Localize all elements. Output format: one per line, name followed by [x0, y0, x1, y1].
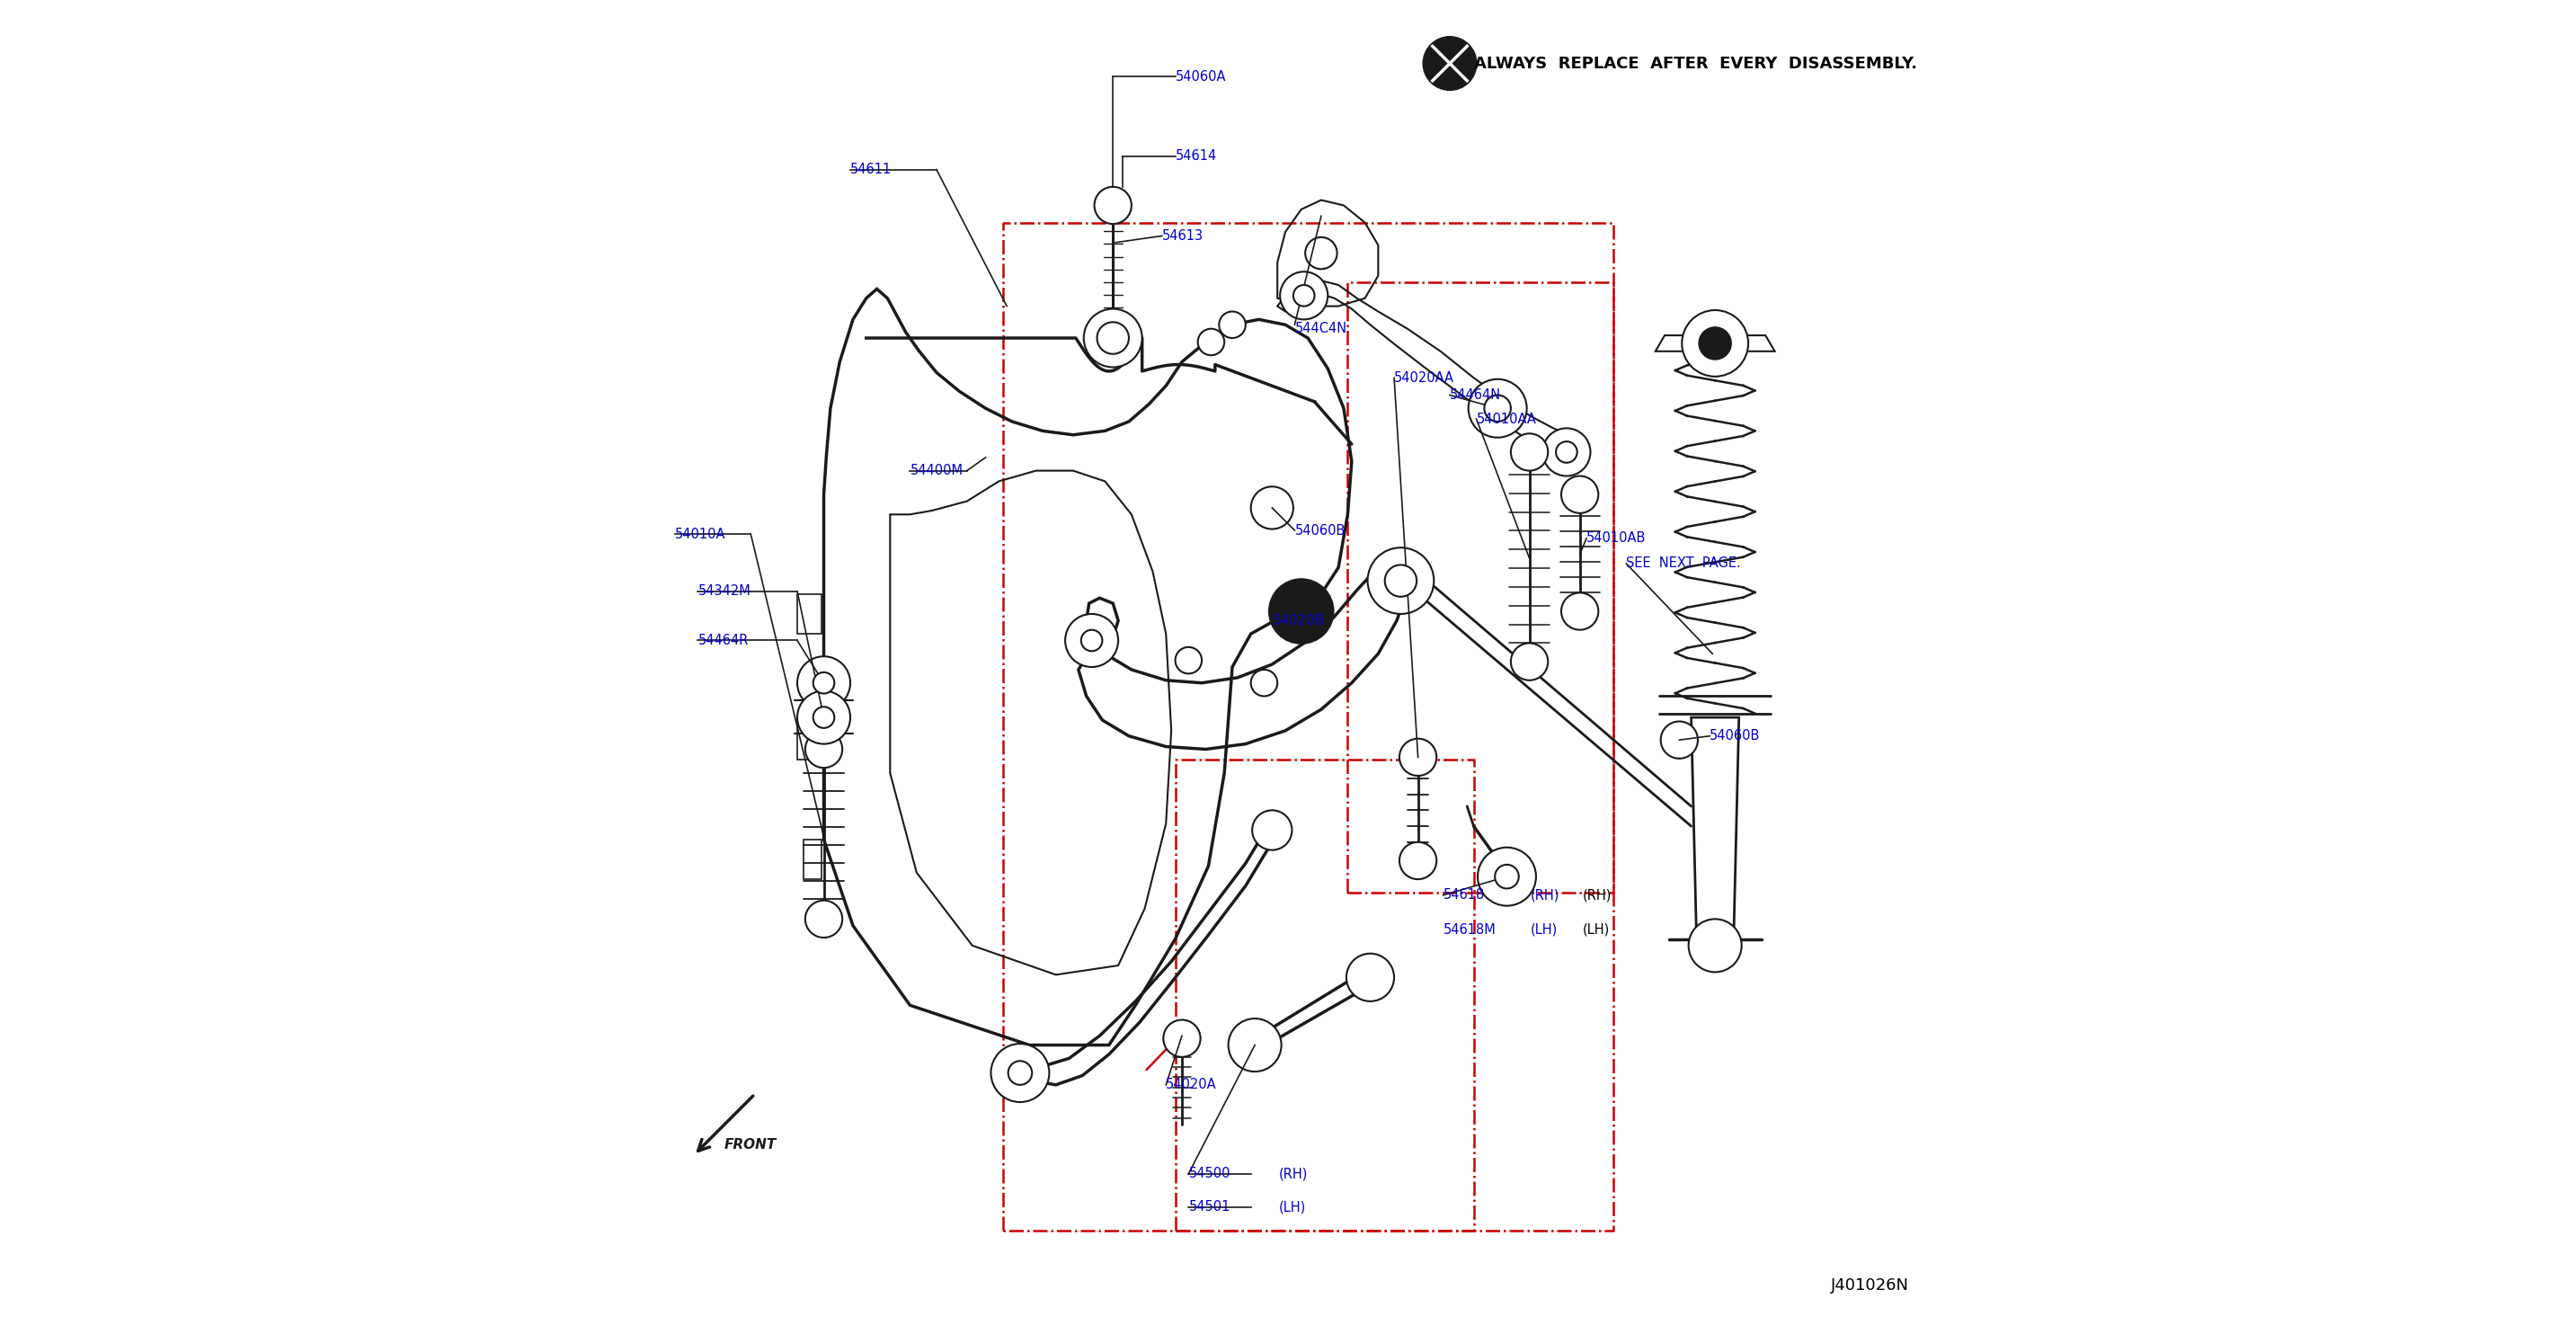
Text: 54010AA: 54010AA [1476, 412, 1535, 426]
Circle shape [1064, 614, 1118, 667]
Circle shape [1252, 670, 1278, 696]
Circle shape [1386, 564, 1417, 596]
Circle shape [1175, 647, 1203, 674]
Circle shape [1512, 643, 1548, 680]
Circle shape [1561, 592, 1597, 630]
Text: 54400M: 54400M [909, 464, 963, 478]
Text: J401026N: J401026N [1832, 1277, 1909, 1293]
Circle shape [1097, 321, 1128, 354]
Text: 54500: 54500 [1188, 1167, 1231, 1181]
Circle shape [1095, 187, 1131, 224]
Circle shape [1484, 395, 1512, 422]
Text: 544C4N: 544C4N [1296, 321, 1347, 335]
Text: 54010AB: 54010AB [1587, 531, 1646, 546]
Text: (LH): (LH) [1530, 923, 1558, 936]
Text: 54060B: 54060B [1710, 730, 1759, 743]
Text: (RH): (RH) [1278, 1167, 1309, 1181]
Text: 54020A: 54020A [1167, 1078, 1216, 1091]
Circle shape [1700, 327, 1731, 359]
Text: 54611: 54611 [850, 163, 891, 176]
Circle shape [1425, 37, 1476, 89]
Text: (RH): (RH) [1530, 888, 1561, 902]
Text: 54464N: 54464N [1450, 388, 1502, 402]
Circle shape [1347, 954, 1394, 1002]
Circle shape [1368, 548, 1435, 614]
Text: SEE  NEXT  PAGE.: SEE NEXT PAGE. [1625, 556, 1741, 570]
Circle shape [1556, 442, 1577, 463]
Text: 54010A: 54010A [675, 528, 726, 542]
Circle shape [1687, 919, 1741, 972]
Circle shape [992, 1043, 1048, 1102]
Circle shape [814, 672, 835, 694]
Circle shape [1252, 487, 1293, 530]
Circle shape [1306, 237, 1337, 269]
Circle shape [1662, 722, 1698, 759]
Circle shape [796, 656, 850, 710]
Circle shape [796, 691, 850, 744]
Circle shape [1494, 864, 1520, 888]
Circle shape [806, 900, 842, 938]
Circle shape [1082, 630, 1103, 651]
Text: 54613: 54613 [1162, 229, 1203, 243]
Text: 54060A: 54060A [1175, 69, 1226, 84]
Text: (RH): (RH) [1582, 888, 1613, 902]
Circle shape [1229, 1019, 1280, 1071]
Circle shape [1164, 1021, 1200, 1057]
Circle shape [1280, 272, 1327, 319]
Circle shape [1198, 328, 1224, 355]
Text: 54464R: 54464R [698, 634, 750, 647]
Text: (LH): (LH) [1582, 923, 1610, 936]
Circle shape [1682, 311, 1749, 376]
Text: 54020AA: 54020AA [1394, 371, 1455, 384]
Circle shape [1218, 312, 1247, 338]
Circle shape [1561, 476, 1597, 514]
Text: 54614: 54614 [1175, 149, 1216, 163]
Text: 54501: 54501 [1188, 1201, 1231, 1214]
Text: 54342M: 54342M [698, 584, 750, 598]
Circle shape [1543, 428, 1589, 476]
Text: (LH): (LH) [1278, 1201, 1306, 1214]
Text: 54060B: 54060B [1296, 524, 1345, 538]
Text: ALWAYS  REPLACE  AFTER  EVERY  DISASSEMBLY.: ALWAYS REPLACE AFTER EVERY DISASSEMBLY. [1473, 55, 1917, 72]
Circle shape [1270, 579, 1334, 643]
Circle shape [1399, 739, 1437, 776]
Circle shape [1512, 434, 1548, 471]
Text: FRONT: FRONT [724, 1138, 775, 1151]
Circle shape [1293, 285, 1314, 307]
Circle shape [1252, 810, 1293, 850]
Circle shape [1007, 1061, 1033, 1085]
Circle shape [814, 707, 835, 728]
Circle shape [1084, 309, 1141, 367]
Circle shape [1479, 847, 1535, 906]
Text: 54618M: 54618M [1443, 923, 1497, 936]
Circle shape [1468, 379, 1528, 438]
Text: 54020B: 54020B [1273, 614, 1324, 627]
Circle shape [806, 731, 842, 768]
Circle shape [1399, 842, 1437, 879]
Text: 54618: 54618 [1443, 888, 1484, 902]
